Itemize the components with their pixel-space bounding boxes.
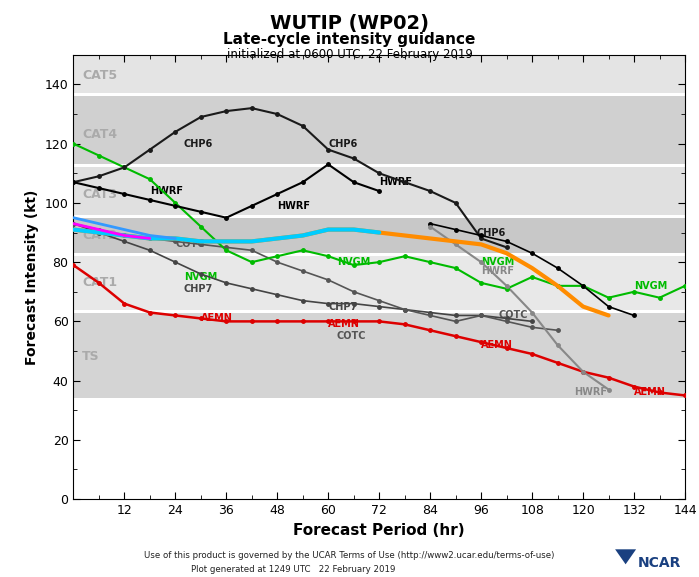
Text: CHP7: CHP7 — [329, 302, 357, 312]
Text: NVGM: NVGM — [481, 257, 514, 267]
Text: CHP7: CHP7 — [184, 284, 213, 294]
Text: Late-cycle intensity guidance: Late-cycle intensity guidance — [223, 32, 476, 47]
Bar — [73, 55, 685, 93]
Bar — [73, 167, 685, 215]
Text: Use of this product is governed by the UCAR Terms of Use (http://www2.ucar.edu/t: Use of this product is governed by the U… — [144, 550, 555, 560]
Text: HWRF: HWRF — [481, 266, 514, 276]
Text: CAT5: CAT5 — [82, 69, 117, 82]
Text: COTC: COTC — [498, 310, 528, 320]
Text: COTC: COTC — [337, 331, 366, 341]
Text: CHP6: CHP6 — [477, 227, 506, 238]
Text: HWRF: HWRF — [278, 201, 310, 211]
Text: NVGM: NVGM — [337, 257, 370, 267]
Bar — [73, 313, 685, 398]
Bar — [73, 256, 685, 309]
Text: HWRF: HWRF — [575, 388, 607, 398]
Bar — [73, 96, 685, 164]
Text: CHP6: CHP6 — [329, 138, 357, 149]
Text: WUTIP (WP02): WUTIP (WP02) — [270, 14, 429, 33]
Text: CAT2: CAT2 — [82, 229, 117, 242]
Text: AEMN: AEMN — [634, 388, 666, 398]
Text: HWRF: HWRF — [150, 186, 183, 196]
Text: CAT3: CAT3 — [82, 188, 117, 201]
Text: CHP6: CHP6 — [184, 138, 213, 149]
Text: NVGM: NVGM — [184, 272, 217, 282]
Text: initialized at 0600 UTC, 22 February 2019: initialized at 0600 UTC, 22 February 201… — [226, 48, 473, 62]
Text: HWRF: HWRF — [379, 177, 412, 187]
Text: TS: TS — [82, 350, 99, 364]
Text: COTC: COTC — [175, 239, 205, 249]
Text: Plot generated at 1249 UTC   22 February 2019: Plot generated at 1249 UTC 22 February 2… — [192, 565, 396, 574]
Text: AEMN: AEMN — [481, 340, 513, 350]
X-axis label: Forecast Period (hr): Forecast Period (hr) — [294, 523, 465, 538]
Text: CAT1: CAT1 — [82, 276, 117, 290]
Text: NVGM: NVGM — [634, 281, 668, 291]
Text: AEMN: AEMN — [329, 319, 360, 329]
Text: AEMN: AEMN — [201, 313, 233, 324]
Y-axis label: Forecast Intensity (kt): Forecast Intensity (kt) — [25, 189, 39, 365]
Text: CAT4: CAT4 — [82, 128, 117, 141]
Text: NCAR: NCAR — [637, 556, 681, 570]
Bar — [73, 218, 685, 253]
